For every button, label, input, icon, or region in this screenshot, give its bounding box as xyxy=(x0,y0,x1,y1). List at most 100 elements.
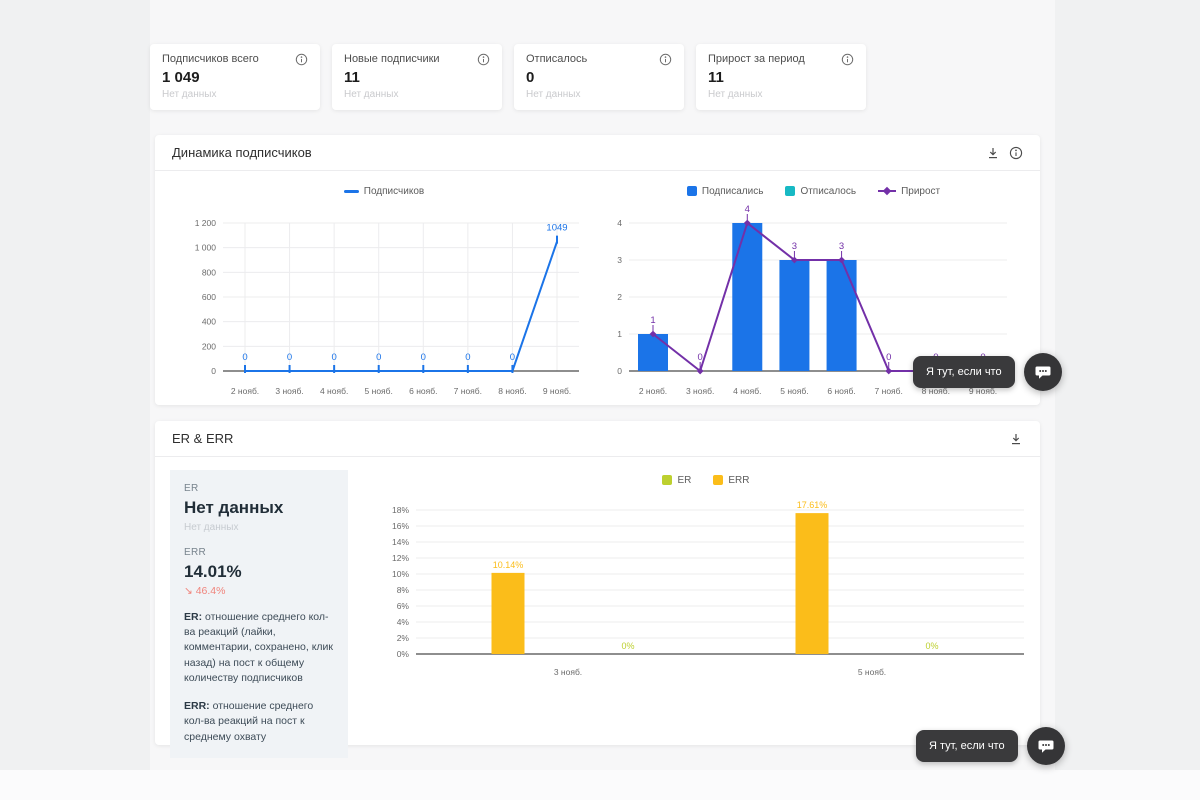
svg-text:10.14%: 10.14% xyxy=(493,560,524,570)
stat-title: Новые подписчики xyxy=(344,53,440,65)
svg-text:3: 3 xyxy=(792,241,797,252)
svg-text:18%: 18% xyxy=(392,505,409,515)
chat-teaser-bubble[interactable]: Я тут, если что xyxy=(916,730,1018,762)
er-summary-panel: ER Нет данных Нет данных ERR 14.01% ↘ 46… xyxy=(170,470,348,758)
svg-text:0%: 0% xyxy=(397,649,410,659)
legend-item-growth[interactable]: Прирост xyxy=(878,186,940,197)
svg-text:16%: 16% xyxy=(392,521,409,531)
stat-subtitle: Нет данных xyxy=(344,89,399,100)
svg-text:2: 2 xyxy=(617,292,622,302)
svg-text:0: 0 xyxy=(421,352,426,363)
svg-text:3 нояб.: 3 нояб. xyxy=(275,386,303,396)
svg-text:0: 0 xyxy=(331,352,336,363)
svg-text:6 нояб.: 6 нояб. xyxy=(827,386,855,396)
stat-subtitle: Нет данных xyxy=(162,89,217,100)
legend-item-er[interactable]: ER xyxy=(662,475,691,486)
svg-text:5 нояб.: 5 нояб. xyxy=(858,667,886,677)
stat-subtitle: Нет данных xyxy=(708,89,763,100)
content-column: Подписчиков всего 1 049 Нет данных Новые… xyxy=(150,0,1055,770)
svg-text:4: 4 xyxy=(745,204,750,215)
legend-item-subscribers[interactable]: Подписчиков xyxy=(343,186,424,197)
stats-row: Подписчиков всего 1 049 Нет данных Новые… xyxy=(150,0,1055,110)
info-icon[interactable] xyxy=(1009,146,1023,160)
er-subtitle: Нет данных xyxy=(184,522,239,533)
dynamics-card: Динамика подписчиков Подписчиков xyxy=(155,135,1040,405)
svg-text:3 нояб.: 3 нояб. xyxy=(686,386,714,396)
legend-item-unsubscribed[interactable]: Отписалось xyxy=(785,186,856,197)
svg-text:0: 0 xyxy=(211,366,216,376)
stat-value: 1 049 xyxy=(162,69,200,86)
chat-bubble-icon xyxy=(1038,740,1054,753)
err-change-badge: ↘ 46.4% xyxy=(184,585,226,597)
stat-subtitle: Нет данных xyxy=(526,89,581,100)
er-value: Нет данных xyxy=(184,498,284,517)
svg-text:9 нояб.: 9 нояб. xyxy=(969,386,997,396)
er-description: ER: отношение среднего кол-ва реакций (л… xyxy=(184,611,333,684)
info-icon[interactable] xyxy=(295,53,308,66)
legend-item-subscribed[interactable]: Подписались xyxy=(686,186,763,197)
download-icon[interactable] xyxy=(1009,432,1023,446)
svg-text:0: 0 xyxy=(465,352,470,363)
svg-text:6 нояб.: 6 нояб. xyxy=(409,386,437,396)
chat-button[interactable] xyxy=(1026,727,1065,765)
svg-text:200: 200 xyxy=(202,341,216,351)
svg-text:1 200: 1 200 xyxy=(195,218,217,228)
subscribers-line-chart-block: Подписчиков 0 200 400 600 800 1 000 1 200 0 0 0 0 0… xyxy=(167,179,601,401)
svg-text:0: 0 xyxy=(287,352,292,363)
info-icon[interactable] xyxy=(659,53,672,66)
chat-bubble-icon xyxy=(1035,366,1051,379)
svg-text:10%: 10% xyxy=(392,569,409,579)
svg-text:3 нояб.: 3 нояб. xyxy=(554,667,582,677)
svg-text:0%: 0% xyxy=(925,641,938,651)
svg-text:0: 0 xyxy=(376,352,381,363)
svg-text:8%: 8% xyxy=(397,585,410,595)
svg-text:14%: 14% xyxy=(392,537,409,547)
svg-text:1049: 1049 xyxy=(546,223,567,234)
stat-title: Подписчиков всего xyxy=(162,53,259,65)
svg-text:4 нояб.: 4 нояб. xyxy=(733,386,761,396)
info-icon[interactable] xyxy=(477,53,490,66)
square-swatch xyxy=(785,186,796,196)
stat-value: 11 xyxy=(708,69,724,86)
svg-text:2%: 2% xyxy=(397,633,410,643)
svg-text:0: 0 xyxy=(617,366,622,376)
square-swatch xyxy=(686,186,697,196)
svg-text:2 нояб.: 2 нояб. xyxy=(231,386,259,396)
svg-text:7 нояб.: 7 нояб. xyxy=(454,386,482,396)
svg-text:4 нояб.: 4 нояб. xyxy=(320,386,348,396)
subscribe-bar-chart: 01234104330002 нояб.3 нояб.4 нояб.5 нояб… xyxy=(617,204,1007,396)
svg-text:0: 0 xyxy=(697,352,702,363)
subscribe-bar-chart-block: Подписались Отписалось Прирост xyxy=(601,179,1026,401)
line-swatch xyxy=(343,189,359,193)
svg-text:800: 800 xyxy=(202,267,216,277)
svg-text:2 нояб.: 2 нояб. xyxy=(639,386,667,396)
square-swatch xyxy=(662,475,673,485)
stat-value: 0 xyxy=(526,69,535,86)
svg-text:8 нояб.: 8 нояб. xyxy=(922,386,950,396)
svg-text:9 нояб.: 9 нояб. xyxy=(543,386,571,396)
bar-chart-legend: Подписались Отписалось Прирост xyxy=(601,183,1026,199)
chat-teaser-bubble[interactable]: Я тут, если что xyxy=(913,356,1015,388)
dynamics-card-title: Динамика подписчиков xyxy=(172,145,312,160)
svg-text:0: 0 xyxy=(886,352,891,363)
square-swatch xyxy=(713,475,724,485)
er-chart-block: ER ERR 0% 2% 4% 6% 8% 10% 12% 14% 16% 18% 0% 0% 10.1… xyxy=(376,470,1036,758)
stat-card-unsubscribed: Отписалось 0 Нет данных xyxy=(514,44,684,110)
legend-item-err[interactable]: ERR xyxy=(713,475,750,486)
svg-text:5 нояб.: 5 нояб. xyxy=(780,386,808,396)
chat-widget-upper: Я тут, если что xyxy=(913,353,1062,391)
svg-text:1: 1 xyxy=(650,315,655,326)
chat-button[interactable] xyxy=(1023,353,1062,391)
download-icon[interactable] xyxy=(986,146,1000,160)
svg-text:3: 3 xyxy=(839,241,844,252)
svg-text:5 нояб.: 5 нояб. xyxy=(365,386,393,396)
er-label: ER xyxy=(184,483,199,494)
stat-value: 11 xyxy=(344,69,360,86)
subscribers-line-chart: 0 200 400 600 800 1 000 1 200 0 0 0 0 0 0 0 1049 2 нояб… xyxy=(195,218,579,396)
info-icon[interactable] xyxy=(841,53,854,66)
svg-text:0: 0 xyxy=(510,352,515,363)
footer-strip xyxy=(0,770,1200,800)
err-value: 14.01% xyxy=(184,562,242,581)
stat-card-new-subscribers: Новые подписчики 11 Нет данных xyxy=(332,44,502,110)
